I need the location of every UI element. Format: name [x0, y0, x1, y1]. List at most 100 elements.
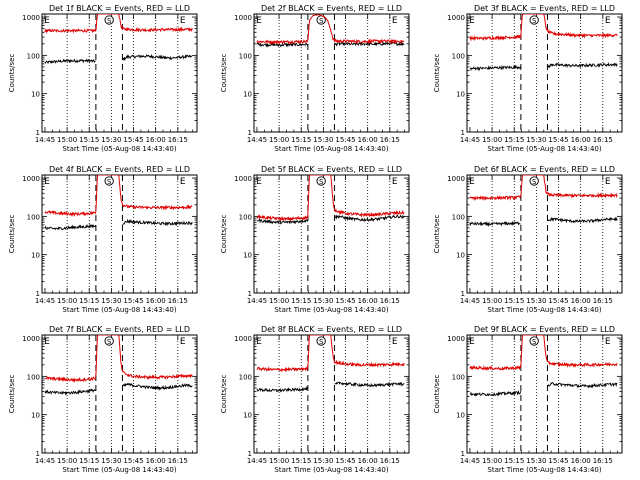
eclipse-marker-label: E — [469, 177, 475, 187]
eclipse-marker-label: E — [392, 177, 398, 187]
x-tick-label: 15:45 — [123, 457, 143, 465]
y-tick-label: 1 — [461, 290, 465, 298]
x-axis-label: Start Time (05-Aug-08 14:43:40) — [274, 145, 388, 153]
lld-series-line — [469, 175, 618, 202]
x-tick-label: 14:45 — [35, 297, 55, 305]
eclipse-marker-label: E — [256, 16, 262, 26]
y-axis-label: Counts/sec — [8, 54, 16, 93]
y-tick-label: 10 — [243, 412, 252, 420]
panel-title: Det 4f BLACK = Events, RED = LLD — [49, 165, 190, 174]
panel-title: Det 9f BLACK = Events, RED = LLD — [474, 325, 615, 334]
x-tick-label: 15:15 — [79, 136, 99, 144]
x-tick-label: 15:30 — [101, 457, 121, 465]
y-tick-label: 10 — [456, 412, 465, 420]
detector-panel-2: Det 2f BLACK = Events, RED = LLD 1 10 100 10… — [220, 4, 410, 153]
x-tick-label: 14:45 — [460, 457, 480, 465]
panel-title: Det 6f BLACK = Events, RED = LLD — [474, 165, 615, 174]
x-tick-label: 15:00 — [57, 136, 77, 144]
x-tick-label: 16:15 — [380, 297, 400, 305]
y-tick-label: 100 — [27, 373, 40, 381]
detector-panel-9: Det 9f BLACK = Events, RED = LLD 1 10 100 10… — [433, 325, 623, 474]
saa-marker-circle — [316, 176, 326, 186]
x-tick-label: 15:00 — [57, 297, 77, 305]
saa-marker-label: S — [319, 17, 324, 25]
eclipse-marker-label: E — [256, 337, 262, 347]
y-tick-label: 1000 — [234, 175, 252, 183]
lld-series-line — [44, 175, 193, 218]
x-tick-label: 15:45 — [123, 297, 143, 305]
x-axis-label: Start Time (05-Aug-08 14:43:40) — [487, 466, 601, 474]
x-tick-label: 15:45 — [335, 136, 355, 144]
x-tick-label: 15:15 — [79, 297, 99, 305]
panel-title: Det 7f BLACK = Events, RED = LLD — [49, 325, 190, 334]
eclipse-marker-label: E — [392, 337, 398, 347]
x-tick-label: 15:45 — [548, 297, 568, 305]
y-axis-label: Counts/sec — [433, 215, 441, 254]
x-tick-label: 15:30 — [313, 457, 333, 465]
y-tick-label: 10 — [456, 252, 465, 260]
saa-marker-circle — [316, 336, 326, 346]
x-tick-label: 15:45 — [123, 136, 143, 144]
x-tick-label: 14:45 — [460, 297, 480, 305]
x-tick-label: 15:00 — [482, 297, 502, 305]
x-tick-label: 16:15 — [168, 297, 188, 305]
y-axis-label: Counts/sec — [220, 375, 228, 414]
events-series-line — [547, 62, 618, 69]
x-tick-label: 15:15 — [291, 136, 311, 144]
plot-frame — [41, 334, 198, 454]
plot-frame — [253, 13, 410, 133]
plot-frame — [466, 174, 623, 294]
events-series-line — [334, 381, 405, 388]
saa-marker-circle — [104, 15, 114, 25]
x-axis-label: Start Time (05-Aug-08 14:43:40) — [62, 306, 176, 314]
panel-title: Det 8f BLACK = Events, RED = LLD — [261, 325, 402, 334]
saa-marker-circle — [529, 15, 539, 25]
x-tick-label: 15:00 — [482, 457, 502, 465]
plot-frame — [466, 334, 623, 454]
x-tick-label: 15:30 — [101, 136, 121, 144]
x-tick-label: 16:15 — [593, 136, 613, 144]
eclipse-marker-label: E — [392, 16, 398, 26]
saa-marker-label: S — [107, 17, 112, 25]
events-series-line — [469, 220, 521, 228]
x-tick-label: 15:00 — [269, 457, 289, 465]
saa-marker-circle — [104, 176, 114, 186]
x-tick-label: 15:45 — [548, 136, 568, 144]
x-tick-label: 14:45 — [247, 297, 267, 305]
saa-marker-label: S — [532, 17, 537, 25]
x-tick-label: 16:00 — [571, 457, 591, 465]
eclipse-marker-label: E — [180, 177, 186, 187]
x-tick-label: 15:30 — [526, 297, 546, 305]
plot-frame — [253, 174, 410, 294]
x-tick-label: 15:15 — [291, 297, 311, 305]
events-series-line — [44, 388, 96, 396]
saa-marker-label: S — [319, 338, 324, 346]
x-tick-label: 14:45 — [35, 136, 55, 144]
x-tick-label: 14:45 — [35, 457, 55, 465]
eclipse-marker-label: E — [44, 16, 50, 26]
x-tick-label: 14:45 — [247, 136, 267, 144]
x-tick-label: 16:00 — [358, 297, 378, 305]
x-tick-label: 15:30 — [313, 136, 333, 144]
y-tick-label: 10 — [456, 91, 465, 99]
x-tick-label: 16:00 — [146, 457, 166, 465]
x-tick-label: 15:15 — [504, 297, 524, 305]
x-axis-label: Start Time (05-Aug-08 14:43:40) — [62, 466, 176, 474]
x-tick-label: 16:00 — [358, 136, 378, 144]
x-axis-label: Start Time (05-Aug-08 14:43:40) — [487, 306, 601, 314]
events-series-line — [256, 386, 308, 393]
saa-marker-circle — [529, 336, 539, 346]
saa-marker-label: S — [532, 178, 537, 186]
panel-title: Det 2f BLACK = Events, RED = LLD — [261, 4, 402, 13]
x-axis-label: Start Time (05-Aug-08 14:43:40) — [487, 145, 601, 153]
eclipse-marker-label: E — [44, 177, 50, 187]
saa-marker-circle — [529, 176, 539, 186]
x-tick-label: 15:30 — [526, 136, 546, 144]
detector-panel-1: Det 1f BLACK = Events, RED = LLD 1 10 100 10… — [8, 4, 198, 153]
y-tick-label: 1000 — [22, 14, 40, 22]
lld-series-line — [44, 335, 193, 383]
panel-title: Det 3f BLACK = Events, RED = LLD — [474, 4, 615, 13]
lld-series-line — [256, 14, 405, 45]
y-tick-label: 1 — [248, 290, 252, 298]
